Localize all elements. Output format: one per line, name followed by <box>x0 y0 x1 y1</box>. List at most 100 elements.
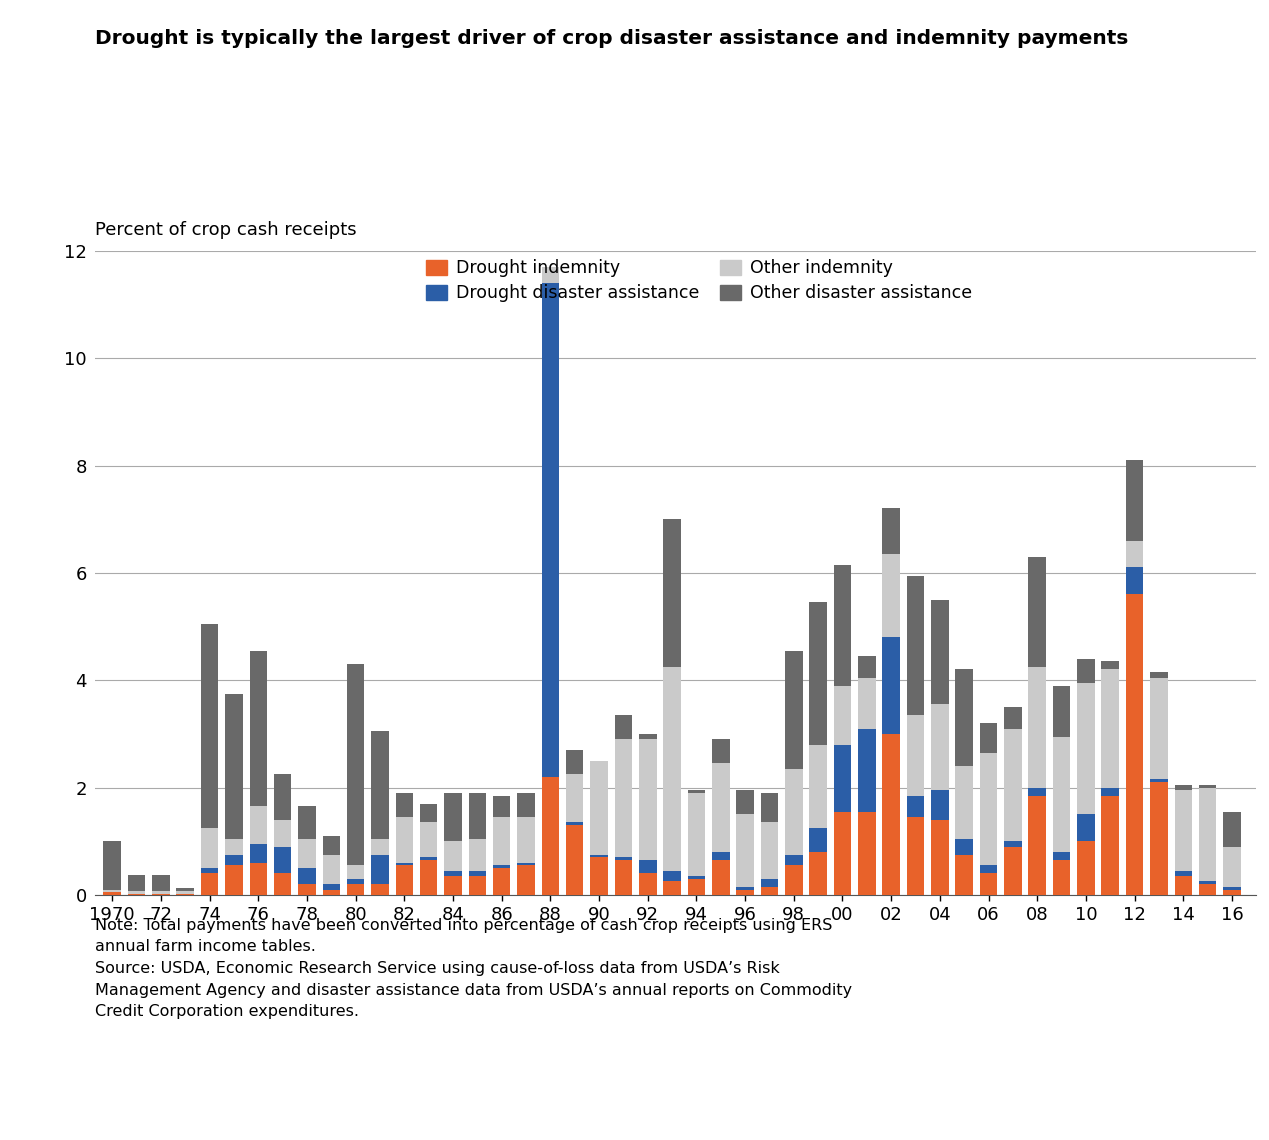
Bar <box>420 860 438 895</box>
Bar <box>152 876 170 891</box>
Bar <box>128 876 146 891</box>
Bar <box>201 868 218 873</box>
Bar <box>1101 661 1119 669</box>
Bar <box>250 863 266 895</box>
Bar <box>396 863 414 865</box>
Text: Percent of crop cash receipts: Percent of crop cash receipts <box>95 221 357 239</box>
Bar <box>786 768 802 855</box>
Bar <box>1223 812 1241 847</box>
Bar <box>225 865 242 895</box>
Bar <box>882 554 900 637</box>
Bar <box>640 860 656 873</box>
Bar <box>468 793 486 839</box>
Bar <box>1199 784 1217 788</box>
Bar <box>372 885 388 895</box>
Bar <box>834 685 851 744</box>
Bar <box>1028 667 1046 788</box>
Bar <box>444 871 462 877</box>
Legend: Drought indemnity, Drought disaster assistance, Other indemnity, Other disaster : Drought indemnity, Drought disaster assi… <box>426 260 972 302</box>
Bar <box>396 793 414 817</box>
Bar <box>518 817 534 863</box>
Bar <box>1004 707 1022 728</box>
Bar <box>346 879 364 885</box>
Bar <box>1028 788 1046 796</box>
Bar <box>1199 885 1217 895</box>
Bar <box>176 891 194 894</box>
Text: Note: Total payments have been converted into percentage of cash crop receipts u: Note: Total payments have been converted… <box>95 918 853 1019</box>
Bar <box>1150 673 1167 677</box>
Bar <box>907 817 924 895</box>
Bar <box>322 855 340 885</box>
Bar <box>614 860 632 895</box>
Bar <box>322 836 340 855</box>
Bar <box>858 728 876 812</box>
Bar <box>882 508 900 554</box>
Bar <box>688 877 706 879</box>
Bar <box>1150 782 1167 895</box>
Bar <box>1004 841 1022 847</box>
Bar <box>468 871 486 877</box>
Bar <box>372 855 388 885</box>
Bar <box>786 865 802 895</box>
Bar <box>250 806 266 844</box>
Bar <box>1223 847 1241 887</box>
Bar <box>664 881 681 895</box>
Bar <box>1101 788 1119 796</box>
Bar <box>1053 860 1070 895</box>
Bar <box>1053 736 1070 852</box>
Bar <box>1126 540 1143 568</box>
Bar <box>882 734 900 895</box>
Bar <box>104 889 121 893</box>
Bar <box>396 865 414 895</box>
Bar <box>590 855 608 857</box>
Bar <box>858 677 876 728</box>
Bar <box>614 739 632 857</box>
Bar <box>372 839 388 855</box>
Bar <box>736 790 754 814</box>
Bar <box>152 891 170 894</box>
Bar <box>566 822 584 825</box>
Bar <box>980 873 997 895</box>
Bar <box>444 841 462 871</box>
Bar <box>980 865 997 873</box>
Bar <box>834 744 851 812</box>
Bar <box>956 766 973 839</box>
Bar <box>931 600 949 705</box>
Bar <box>858 656 876 677</box>
Bar <box>1077 659 1095 683</box>
Bar <box>372 731 388 839</box>
Bar <box>736 814 754 887</box>
Bar <box>712 852 730 860</box>
Bar <box>201 828 218 868</box>
Bar <box>104 893 121 895</box>
Text: Drought is typically the largest driver of crop disaster assistance and indemnit: Drought is typically the largest driver … <box>95 28 1128 48</box>
Bar <box>907 796 924 817</box>
Bar <box>298 868 316 885</box>
Bar <box>664 871 681 881</box>
Bar <box>396 817 414 863</box>
Bar <box>1175 790 1192 871</box>
Bar <box>1175 871 1192 877</box>
Bar <box>298 839 316 868</box>
Bar <box>274 820 292 847</box>
Bar <box>250 651 266 806</box>
Bar <box>274 774 292 820</box>
Bar <box>250 844 266 863</box>
Bar <box>712 860 730 895</box>
Bar <box>810 828 827 852</box>
Bar <box>492 796 510 817</box>
Bar <box>810 602 827 744</box>
Bar <box>1175 784 1192 790</box>
Bar <box>1101 669 1119 788</box>
Bar <box>298 806 316 839</box>
Bar <box>907 715 924 796</box>
Bar <box>420 857 438 860</box>
Bar <box>1077 683 1095 814</box>
Bar <box>1199 788 1217 881</box>
Bar <box>225 693 242 839</box>
Bar <box>614 857 632 860</box>
Bar <box>1053 685 1070 736</box>
Bar <box>542 283 560 776</box>
Bar <box>810 852 827 895</box>
Bar <box>736 889 754 895</box>
